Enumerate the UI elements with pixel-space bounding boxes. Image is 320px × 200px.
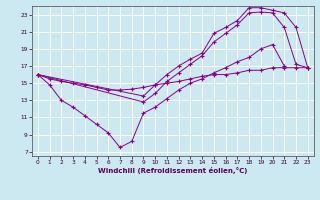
X-axis label: Windchill (Refroidissement éolien,°C): Windchill (Refroidissement éolien,°C) [98,167,247,174]
